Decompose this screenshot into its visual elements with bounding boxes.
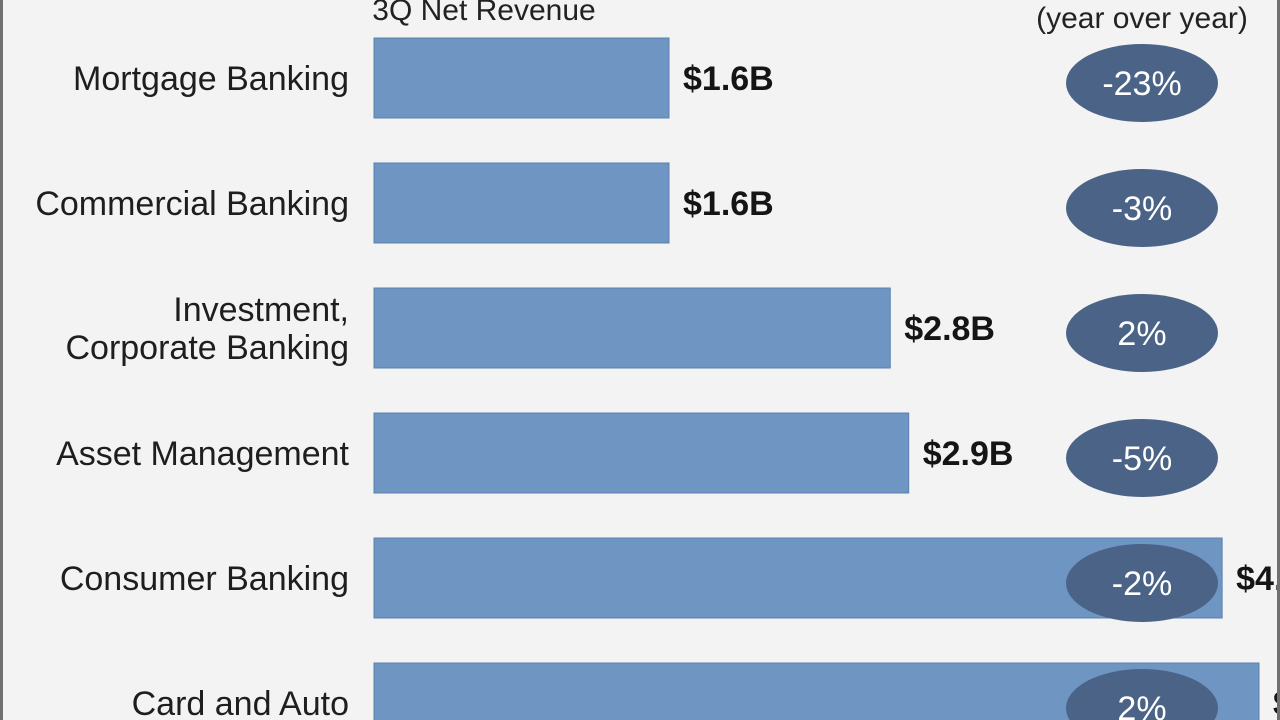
- yoy-change-label: -23%: [1102, 65, 1181, 103]
- revenue-bar: [373, 162, 670, 244]
- yoy-change-label: 2%: [1117, 315, 1166, 353]
- chart-rows: Mortgage Banking $1.6B -23% Commercial Bank…: [35, 37, 1277, 720]
- value-label: $1.6B: [683, 185, 774, 223]
- yoy-change-pill: [1066, 669, 1218, 720]
- yoy-change-pill: [1066, 544, 1218, 622]
- value-label: $1.6B: [683, 60, 774, 98]
- category-label: Asset Management: [56, 435, 349, 473]
- value-label: $2.8B: [904, 310, 995, 348]
- yoy-change-pill: [1066, 419, 1218, 497]
- value-label: $4.6B: [1236, 560, 1277, 598]
- yoy-change-header: (year over year): [1036, 2, 1248, 35]
- yoy-change-label: -5%: [1112, 440, 1172, 478]
- revenue-bar: [373, 412, 910, 494]
- category-label: Consumer Banking: [60, 560, 349, 598]
- category-label: Commercial Banking: [35, 185, 349, 223]
- category-label: Investment, Corporate Banking: [65, 291, 349, 367]
- revenue-bar: [373, 287, 891, 369]
- value-label: $2.9B: [923, 435, 1014, 473]
- yoy-change-pill: [1066, 294, 1218, 372]
- category-label: Card and Auto: [132, 685, 349, 720]
- yoy-change-label: -2%: [1112, 565, 1172, 603]
- yoy-change-label: 2%: [1117, 690, 1166, 720]
- value-label: $4.8B: [1273, 685, 1277, 720]
- yoy-change-pill: [1066, 44, 1218, 122]
- revenue-bar: [373, 37, 670, 119]
- bar-chart: 3Q Net Revenue (year over year) Mortgage…: [35, 0, 1277, 720]
- category-label: Mortgage Banking: [73, 60, 349, 98]
- revenue-header: 3Q Net Revenue: [372, 0, 595, 27]
- yoy-change-label: -3%: [1112, 190, 1172, 228]
- yoy-change-pill: [1066, 169, 1218, 247]
